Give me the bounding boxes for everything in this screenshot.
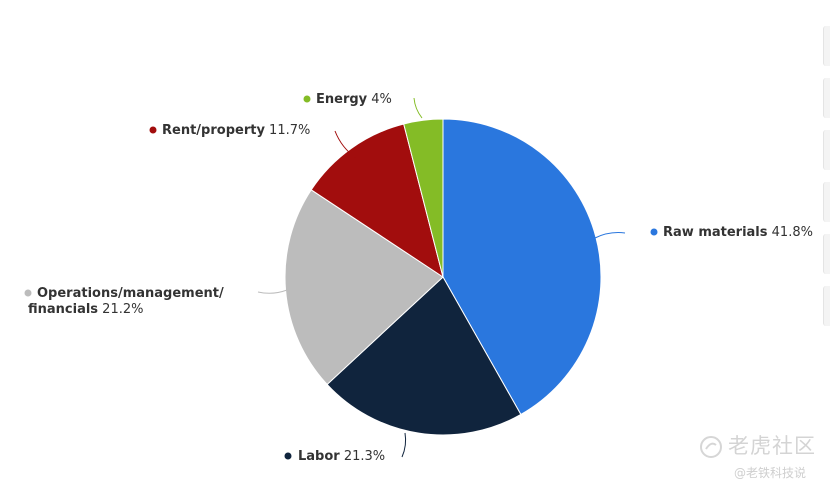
label-dot — [149, 126, 157, 134]
data-label: Energy 4% — [316, 92, 392, 107]
label-value: 41.8% — [768, 225, 813, 240]
pie-slices — [284, 118, 602, 436]
pie-slice-raw-materials[interactable] — [442, 118, 602, 416]
pie-slice-rent-property[interactable] — [310, 123, 444, 279]
side-tab[interactable] — [823, 26, 830, 66]
label-value: 21.2% — [98, 302, 143, 317]
label-name: Rent/property — [162, 123, 265, 138]
pie-slice-energy[interactable] — [403, 118, 444, 278]
pie-slice-operations-management-financials[interactable] — [284, 189, 444, 386]
watermark-subtitle: @老铁科技说 — [734, 466, 807, 480]
label-dot — [284, 452, 292, 460]
leader-line — [334, 130, 357, 159]
label-value: 11.7% — [265, 123, 310, 138]
side-tab[interactable] — [823, 286, 830, 326]
leader-line — [257, 289, 288, 294]
label-value: 4% — [367, 92, 392, 107]
label-name: financials — [28, 302, 98, 317]
data-label: Rent/property 11.7% — [162, 123, 310, 138]
leader-line — [413, 97, 423, 119]
label-name: Operations/management/ — [37, 286, 224, 301]
label-name: Labor — [298, 449, 340, 464]
watermark-logo-icon — [700, 436, 722, 458]
label-name: Energy — [316, 92, 368, 107]
label-name: Raw materials — [663, 225, 768, 240]
data-label: Labor 21.3% — [298, 449, 385, 464]
label-dot — [24, 289, 32, 297]
side-tab[interactable] — [823, 234, 830, 274]
data-label: Raw materials 41.8% — [663, 225, 813, 240]
watermark-title: 老虎社区 — [728, 434, 816, 458]
side-tab[interactable] — [823, 130, 830, 170]
label-value: 21.3% — [340, 449, 385, 464]
label-dot — [303, 95, 311, 103]
pie-labels: Raw materials 41.8% Labor 21.3% Operations… — [24, 92, 813, 464]
pie-slice-labor[interactable] — [326, 276, 522, 436]
data-label: Operations/management/financials 21.2% — [28, 286, 224, 317]
label-dot — [650, 228, 658, 236]
leader-line — [401, 432, 407, 458]
leader-line — [594, 232, 626, 239]
side-tab[interactable] — [823, 78, 830, 118]
side-tab[interactable] — [823, 182, 830, 222]
